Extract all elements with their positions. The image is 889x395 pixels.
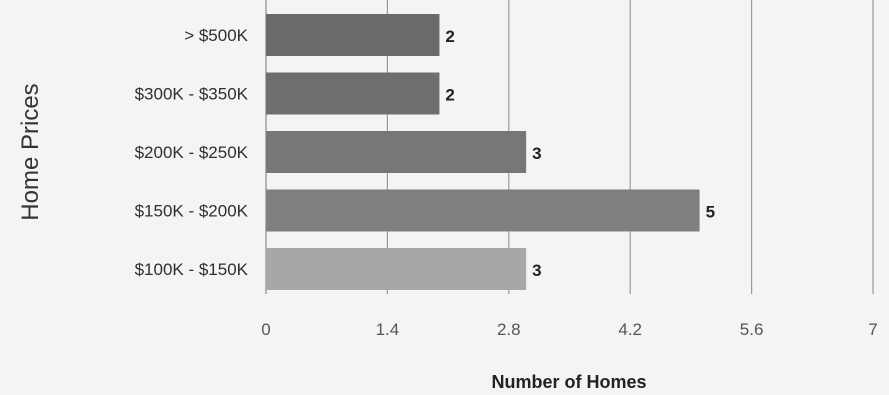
x-tick-label: 1.4 [376,320,400,339]
x-tick-label: 5.6 [740,320,764,339]
y-tick-label: $300K - $350K [135,85,249,104]
value-label: 2 [445,86,454,105]
value-label: 3 [532,144,541,163]
value-label: 2 [445,27,454,46]
bar [266,131,527,173]
y-tick-label: $100K - $150K [135,260,249,279]
y-tick-label: $200K - $250K [135,143,249,162]
bar [266,248,527,290]
x-tick-label: 2.8 [497,320,521,339]
bar [266,189,700,232]
x-tick-label: 4.2 [618,320,642,339]
y-axis-title: Home Prices [17,83,44,220]
bars [266,14,700,290]
value-labels: 2 2 3 5 3 [445,27,715,280]
value-label: 3 [532,261,541,280]
x-tick-labels: 0 1.4 2.8 4.2 5.6 7 [261,320,877,339]
y-tick-label: $150K - $200K [135,202,249,221]
y-tick-label: > $500K [184,26,248,45]
bar [266,72,440,115]
x-tick-label: 7 [868,320,877,339]
bar [266,14,440,56]
x-axis-title: Number of Homes [491,372,646,392]
value-label: 5 [706,203,715,222]
y-tick-labels: > $500K $300K - $350K $200K - $250K $150K -… [135,26,249,279]
x-tick-label: 0 [261,320,270,339]
